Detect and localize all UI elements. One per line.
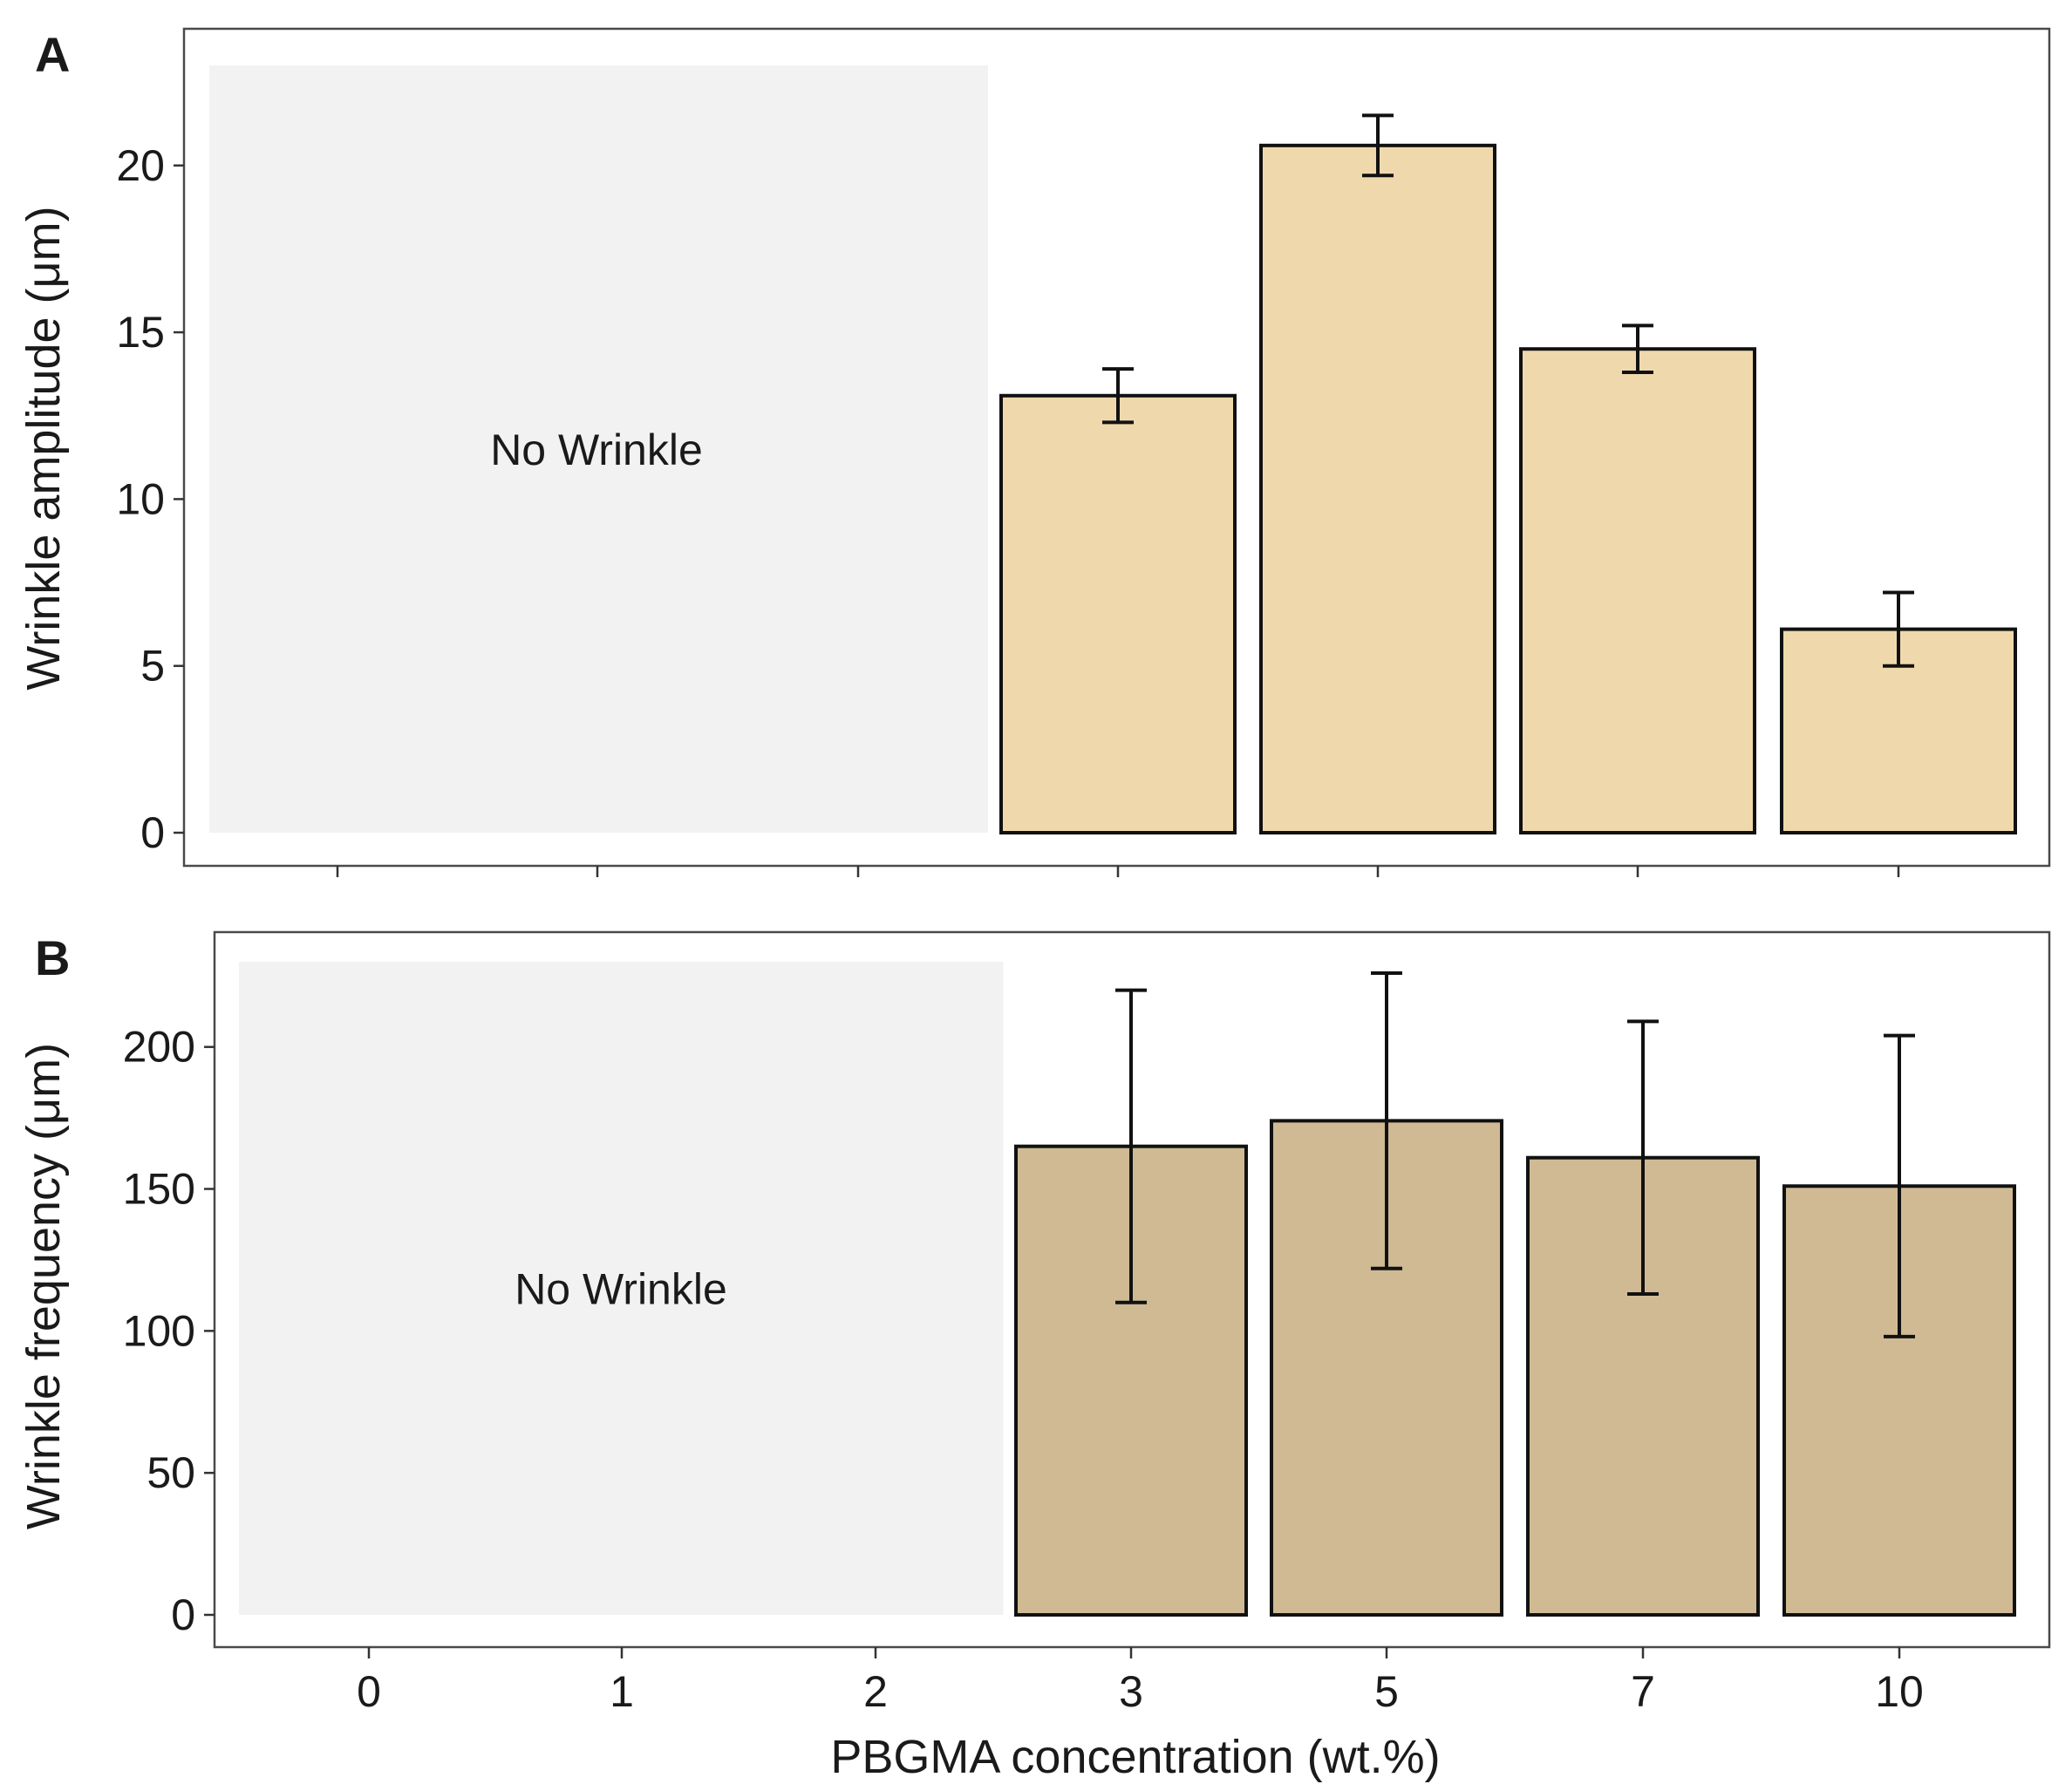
x-tick-label-5: 5	[1374, 1667, 1399, 1716]
y-tick-label-0: 0	[171, 1590, 195, 1639]
no-wrinkle-label: No Wrinkle	[515, 1265, 727, 1314]
no-wrinkle-region	[239, 962, 1004, 1615]
y-tick-label-0: 0	[140, 808, 165, 857]
y-tick-label-20: 20	[116, 141, 165, 190]
y-tick-label-15: 15	[116, 308, 165, 357]
bar-3	[999, 393, 1237, 834]
x-tick-label-1: 1	[610, 1667, 634, 1716]
y-tick-label-50: 50	[147, 1448, 195, 1497]
panel-a: No Wrinkle 0 5 10 15 20 Wrinkle amplitude (μm)…	[17, 27, 2051, 877]
y-tick-label-5: 5	[140, 642, 165, 691]
y-axis-title: Wrinkle amplitude (μm)	[17, 206, 70, 690]
bar-7	[1519, 347, 1756, 834]
x-axis-title: PBGMA concentration (wt.%)	[830, 1731, 1440, 1783]
panel-label: A	[35, 27, 70, 82]
y-tick-label-200: 200	[123, 1023, 195, 1072]
x-tick-label-0: 0	[357, 1667, 381, 1716]
no-wrinkle-label: No Wrinkle	[490, 426, 703, 474]
x-tick-label-2: 2	[863, 1667, 888, 1716]
panel-b: No Wrinkle 0 50 100 150 200 0 1 2 3 5 7 10 Wrinkle fr…	[17, 930, 2051, 1716]
x-tick-label-10: 10	[1875, 1667, 1924, 1716]
y-axis-title: Wrinkle frequency (μm)	[17, 1043, 70, 1529]
x-tick-label-7: 7	[1631, 1667, 1655, 1716]
x-tick-label-3: 3	[1119, 1667, 1143, 1716]
bar-5	[1259, 143, 1496, 834]
y-tick-label-10: 10	[116, 474, 165, 523]
panel-label: B	[35, 930, 70, 985]
y-tick-label-100: 100	[123, 1306, 195, 1355]
y-tick-label-150: 150	[123, 1165, 195, 1214]
no-wrinkle-region	[209, 65, 988, 833]
